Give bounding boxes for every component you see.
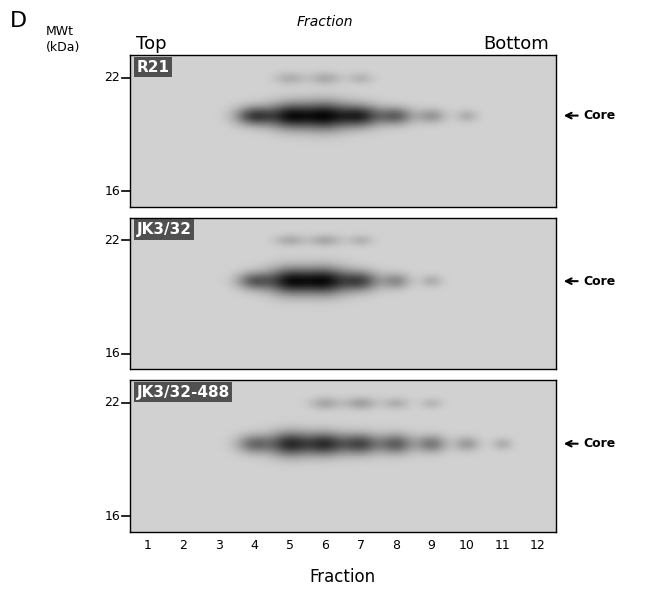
Text: 12: 12	[530, 539, 546, 552]
Text: 2: 2	[179, 539, 187, 552]
Text: 16: 16	[105, 348, 120, 360]
Text: Core: Core	[583, 437, 616, 450]
Text: Core: Core	[583, 109, 616, 122]
Text: Core: Core	[583, 275, 616, 288]
Text: 16: 16	[105, 510, 120, 523]
Text: 16: 16	[105, 185, 120, 198]
Text: 9: 9	[428, 539, 436, 552]
Text: 22: 22	[105, 71, 120, 84]
Text: JK3/32: JK3/32	[136, 222, 191, 237]
Text: Top: Top	[136, 35, 167, 53]
Text: 4: 4	[250, 539, 258, 552]
Text: 10: 10	[459, 539, 475, 552]
Text: 5: 5	[285, 539, 294, 552]
Text: 7: 7	[357, 539, 365, 552]
Text: 11: 11	[495, 539, 510, 552]
Text: 3: 3	[214, 539, 223, 552]
Text: Bottom: Bottom	[484, 35, 549, 53]
Text: JK3/32-488: JK3/32-488	[136, 384, 229, 400]
Text: 22: 22	[105, 397, 120, 409]
Text: 1: 1	[144, 539, 151, 552]
Text: Fraction: Fraction	[297, 15, 353, 29]
Text: 8: 8	[392, 539, 400, 552]
Text: 6: 6	[321, 539, 329, 552]
Text: 22: 22	[105, 234, 120, 247]
Text: R21: R21	[136, 59, 170, 75]
Text: Fraction: Fraction	[310, 568, 376, 586]
Text: D: D	[10, 10, 27, 31]
Text: MWt
(kDa): MWt (kDa)	[46, 26, 80, 54]
